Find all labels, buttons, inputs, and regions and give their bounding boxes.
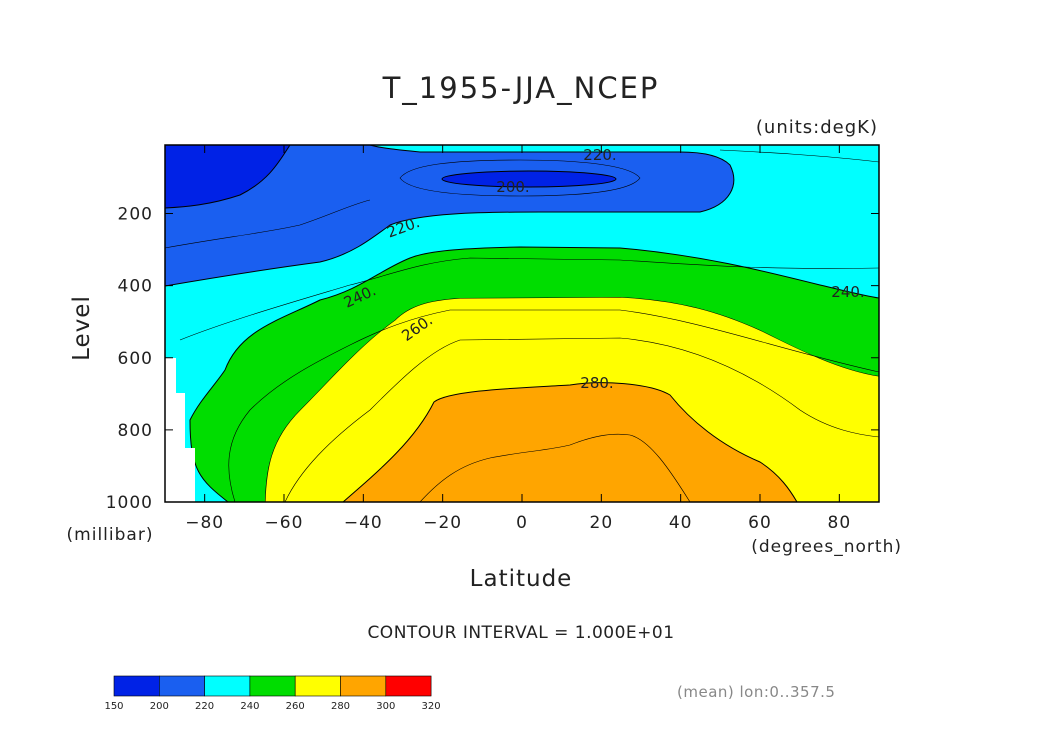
thin-contour-290 [419, 433, 691, 502]
y-tick-label: 200 [118, 205, 153, 225]
colorbar-swatch [294, 675, 341, 697]
fill-150-200-west [165, 145, 291, 209]
x-axis-units: (degrees_north) [751, 537, 902, 557]
colorbar-swatch [113, 675, 160, 697]
colorbar-level-label: 220 [195, 701, 214, 712]
x-axis-ticks: −80 −60 −40 −20 0 20 40 60 80 [185, 145, 852, 533]
y-tick-label: 1000 [106, 493, 153, 513]
y-tick-label: 400 [118, 277, 153, 297]
colorbar-level-label: 240 [240, 701, 259, 712]
colorbar-level-label: 280 [331, 701, 350, 712]
x-tick-label: −60 [265, 513, 304, 533]
x-tick-label: 40 [669, 513, 693, 533]
mean-footnote: (mean) lon:0..357.5 [677, 683, 835, 701]
colorbar-swatch [249, 675, 296, 697]
contour-interval: CONTOUR INTERVAL = 1.000E+01 [367, 623, 674, 643]
contour-label-200: 200. [496, 178, 529, 196]
x-tick-label: 80 [828, 513, 852, 533]
contour-label-280: 280. [580, 374, 613, 392]
thin-contour-mid [165, 199, 371, 249]
colorbar-swatch [385, 675, 432, 697]
y-tick-label: 600 [118, 349, 153, 369]
x-axis-title: Latitude [470, 566, 573, 592]
thin-contour-250 [228, 309, 879, 502]
x-tick-label: −20 [423, 513, 462, 533]
thin-contour-270 [284, 337, 879, 502]
chart-title: T_1955-JJA_NCEP [382, 71, 660, 105]
fill-200-220 [165, 145, 879, 287]
colorbar-swatch [159, 675, 205, 697]
edge-240 [189, 246, 879, 502]
y-tick-label: 800 [118, 421, 153, 441]
x-tick-label: −80 [185, 513, 224, 533]
colorbar-level-label: 260 [286, 701, 305, 712]
thin-contour-230 [179, 257, 879, 341]
contour-label-220-top: 220. [583, 146, 616, 164]
fill-280-300-over [342, 382, 798, 502]
x-tick-label: 20 [590, 513, 614, 533]
y-axis-title: Level [69, 295, 95, 361]
thin-contour-upper [399, 159, 641, 197]
colorbar-level-label: 320 [422, 701, 441, 712]
x-tick-label: −40 [344, 513, 383, 533]
thin-contour-top [719, 149, 879, 163]
units-label: (units:degK) [756, 117, 878, 138]
y-axis-ticks: 200 400 600 800 1000 [106, 205, 879, 513]
fill-150-200-center [441, 170, 617, 188]
missing-data-3 [185, 448, 195, 502]
colorbar: 150 200 220 240 260 280 300 320 [104, 675, 441, 712]
x-tick-label: 0 [516, 513, 528, 533]
missing-data-2 [176, 393, 185, 502]
colorbar-level-label: 300 [376, 701, 395, 712]
colorbar-level-label: 150 [104, 701, 123, 712]
fill-240-260 [190, 247, 879, 502]
x-tick-label: 60 [748, 513, 772, 533]
y-axis-units: (millibar) [67, 525, 154, 545]
colorbar-swatch [340, 675, 387, 697]
colorbar-level-label: 200 [150, 701, 169, 712]
colorbar-swatch [204, 675, 251, 697]
contour-label-240-east: 240. [831, 283, 864, 301]
contour-fills [165, 145, 879, 502]
